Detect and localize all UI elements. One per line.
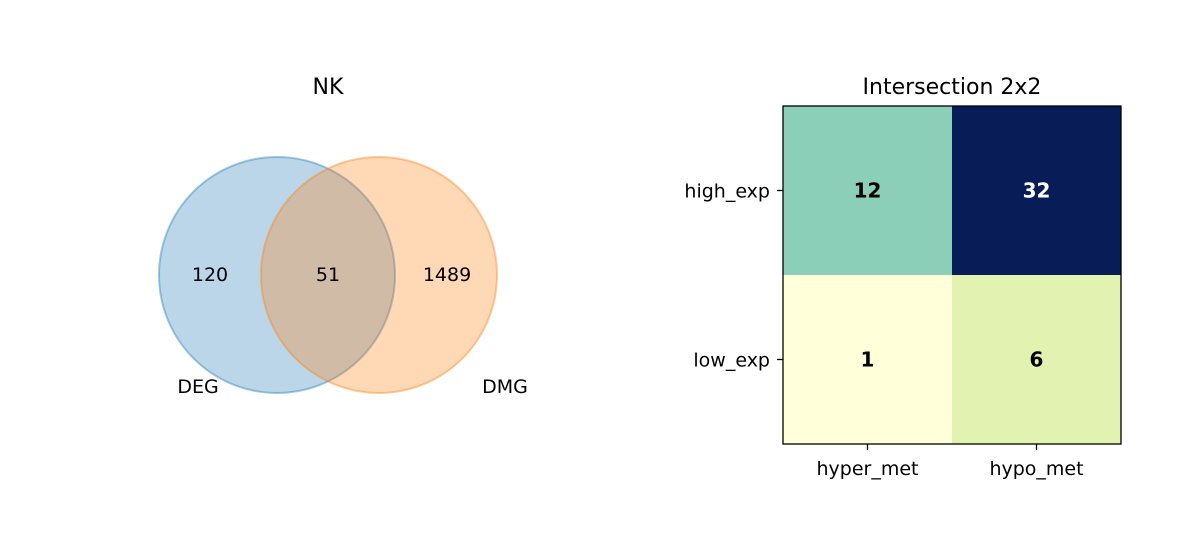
heatmap-cell-low_exp-hyper_met [783, 275, 952, 444]
heatmap-col-label-hypo_met: hypo_met [989, 458, 1083, 480]
heatmap-cell-value: 12 [854, 179, 882, 203]
heatmap-row-label-low_exp: low_exp [693, 350, 770, 372]
heatmap-cell-value: 32 [1023, 179, 1051, 203]
venn-value-intersection: 51 [316, 264, 340, 286]
heatmap-ticks: high_exp low_exp hyper_met hypo_met [684, 181, 1083, 481]
heatmap-cell-high_exp-hyper_met [783, 106, 952, 275]
venn-set-label-deg: DEG [177, 376, 218, 398]
heatmap-cells: 12 32 1 6 [783, 106, 1121, 444]
heatmap-row-label-high_exp: high_exp [684, 181, 770, 203]
heatmap-cell-low_exp-hypo_met [952, 275, 1121, 444]
heatmap-chart: Intersection 2x2 12 321 6 high_explow_exph… [684, 75, 1122, 481]
venn-title: NK [313, 75, 344, 100]
venn-circle-dmg [260, 156, 498, 394]
heatmap-cell-high_exp-hypo_met [952, 106, 1121, 275]
venn-value-deg-only: 120 [192, 264, 228, 286]
heatmap-cell-value: 1 [861, 348, 875, 372]
heatmap-cell-value: 6 [1030, 348, 1044, 372]
venn-circle-deg [158, 156, 396, 394]
venn-set-label-dmg: DMG [482, 376, 528, 398]
heatmap-frame [782, 105, 1122, 445]
venn-value-dmg-only: 1489 [423, 264, 471, 286]
heatmap-title: Intersection 2x2 [863, 75, 1042, 100]
heatmap-col-label-hyper_met: hyper_met [817, 458, 919, 480]
venn-chart: NK 120 51 1489 DEG DMG [158, 75, 528, 398]
